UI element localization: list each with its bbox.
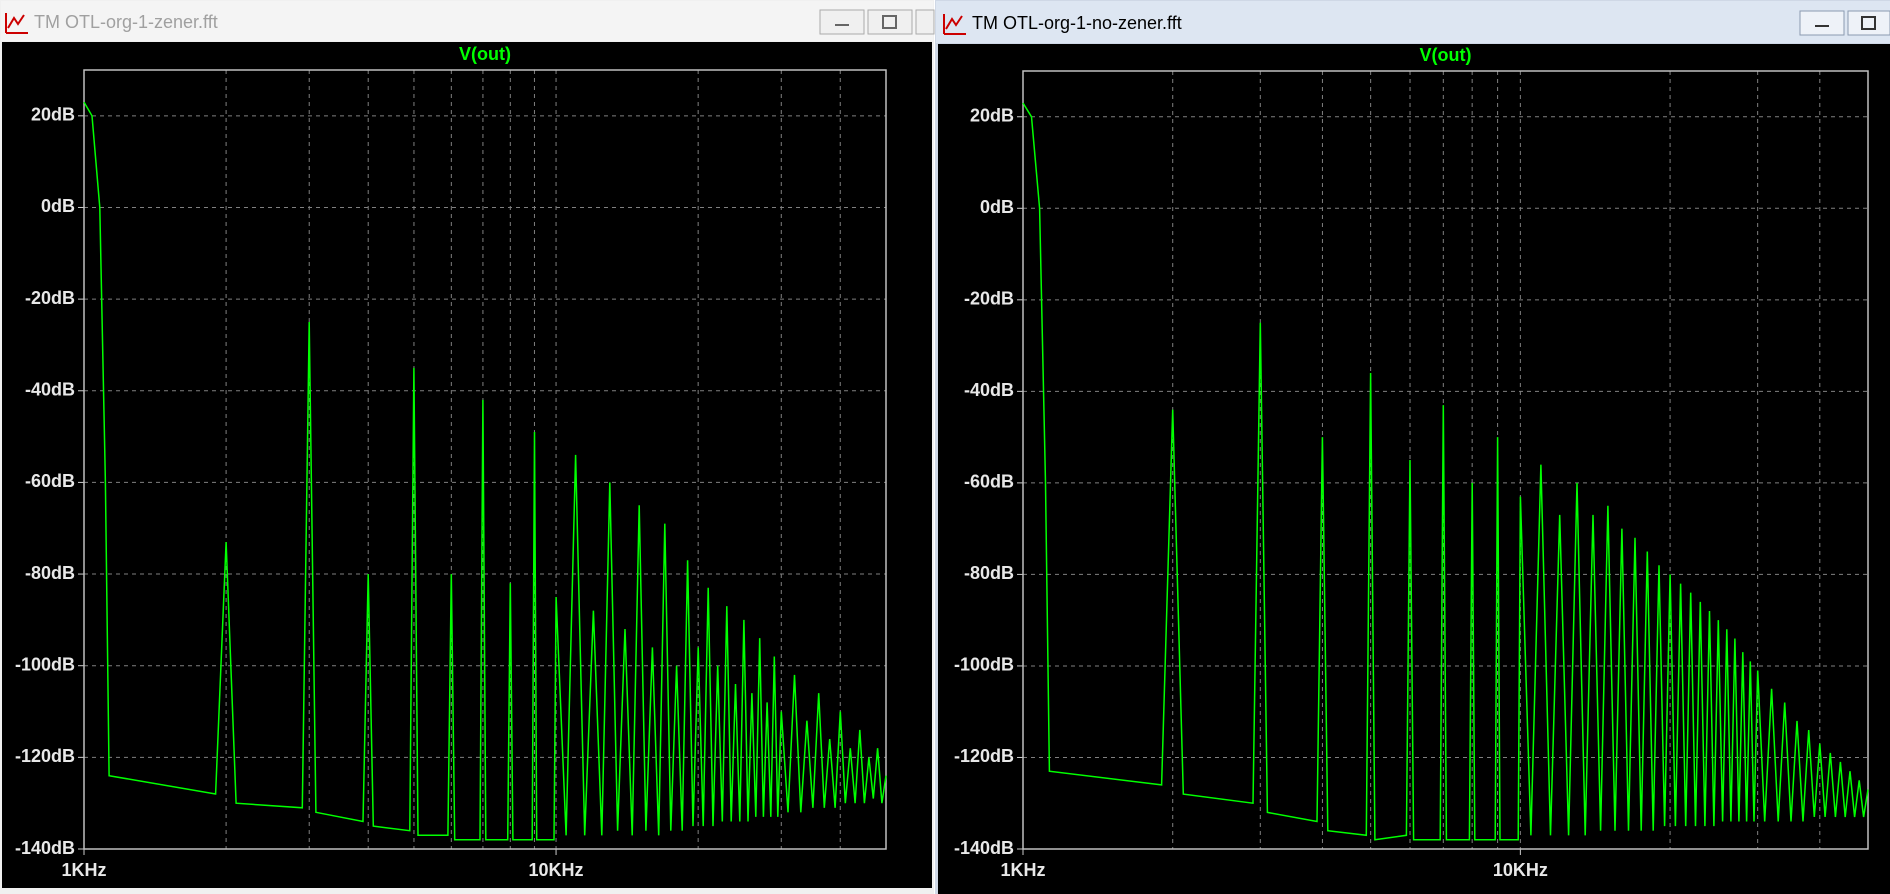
window-icon [5, 13, 28, 34]
window-title: TM OTL-org-1-zener.fft [34, 12, 218, 32]
maximize-button[interactable] [1847, 10, 1890, 36]
x-tick-label: 10KHz [1493, 860, 1548, 880]
close-button[interactable] [915, 9, 935, 35]
y-tick-label: -80dB [25, 563, 75, 583]
y-tick-label: 0dB [980, 197, 1014, 217]
y-tick-label: -40dB [964, 380, 1014, 400]
y-tick-label: -20dB [964, 289, 1014, 309]
plot-border [1022, 70, 1869, 850]
y-tick-label: -40dB [25, 380, 75, 400]
plot-border [83, 69, 887, 850]
y-tick-label: 0dB [41, 196, 75, 216]
spectrum-line [1022, 102, 1869, 841]
y-tick-label: -120dB [15, 746, 75, 766]
y-tick-label: -60dB [25, 471, 75, 491]
y-tick-label: -100dB [954, 655, 1014, 675]
minimize-button[interactable] [819, 9, 865, 35]
plot-background [938, 44, 1890, 894]
spectrum-line [83, 101, 887, 841]
x-tick-label: 10KHz [529, 860, 584, 880]
y-tick-label: 20dB [970, 106, 1014, 126]
window-icon [943, 14, 966, 35]
y-tick-label: -140dB [15, 838, 75, 858]
maximize-icon [882, 15, 897, 29]
y-tick-label: -80dB [964, 563, 1014, 583]
plot-background [2, 42, 932, 888]
maximize-button[interactable] [867, 9, 913, 35]
y-tick-label: -100dB [15, 654, 75, 674]
x-tick-label: 1KHz [61, 860, 106, 880]
legend-label: V(out) [1420, 45, 1472, 65]
window-title: TM OTL-org-1-no-zener.fft [972, 13, 1182, 33]
title-bar [1, 1, 933, 41]
title-bar [936, 1, 1890, 43]
y-tick-label: 20dB [31, 105, 75, 125]
y-tick-label: -60dB [964, 472, 1014, 492]
y-tick-label: -140dB [954, 838, 1014, 858]
minimize-button[interactable] [1799, 10, 1845, 36]
y-tick-label: -20dB [25, 288, 75, 308]
x-tick-label: 1KHz [1000, 860, 1045, 880]
legend-label: V(out) [459, 44, 511, 64]
maximize-icon [1861, 16, 1876, 30]
y-tick-label: -120dB [954, 746, 1014, 766]
